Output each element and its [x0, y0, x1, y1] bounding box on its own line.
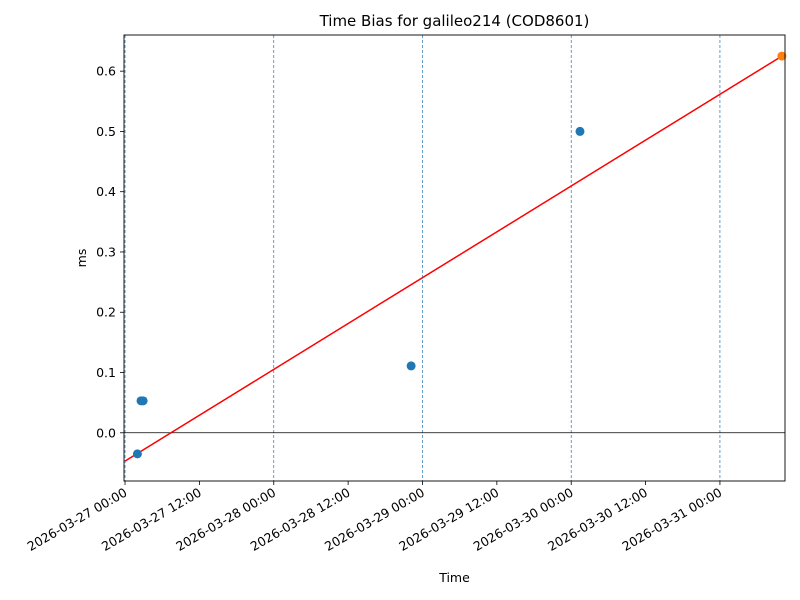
trend-line: [124, 55, 783, 462]
plot-frame: [123, 34, 786, 482]
y-tick-label: 0.4: [96, 184, 116, 199]
y-tick-label: 0.5: [96, 124, 116, 139]
plot-area: [124, 35, 787, 481]
y-axis: 0.0 0.1 0.2 0.3 0.4 0.5 0.6: [96, 64, 124, 440]
y-tick-label: 0.2: [96, 305, 116, 320]
x-axis-label: Time: [438, 570, 470, 585]
data-point: [138, 396, 148, 406]
y-axis-label: ms: [74, 249, 89, 268]
y-tick-label: 0.6: [96, 64, 116, 79]
data-point: [777, 51, 787, 61]
y-tick-label: 0.0: [96, 425, 116, 440]
data-point: [575, 126, 585, 136]
y-tick-label: 0.3: [96, 244, 116, 259]
chart-title: Time Bias for galileo214 (COD8601): [319, 12, 590, 30]
y-tick-label: 0.1: [96, 365, 116, 380]
data-point: [132, 449, 142, 459]
data-point: [406, 361, 416, 371]
